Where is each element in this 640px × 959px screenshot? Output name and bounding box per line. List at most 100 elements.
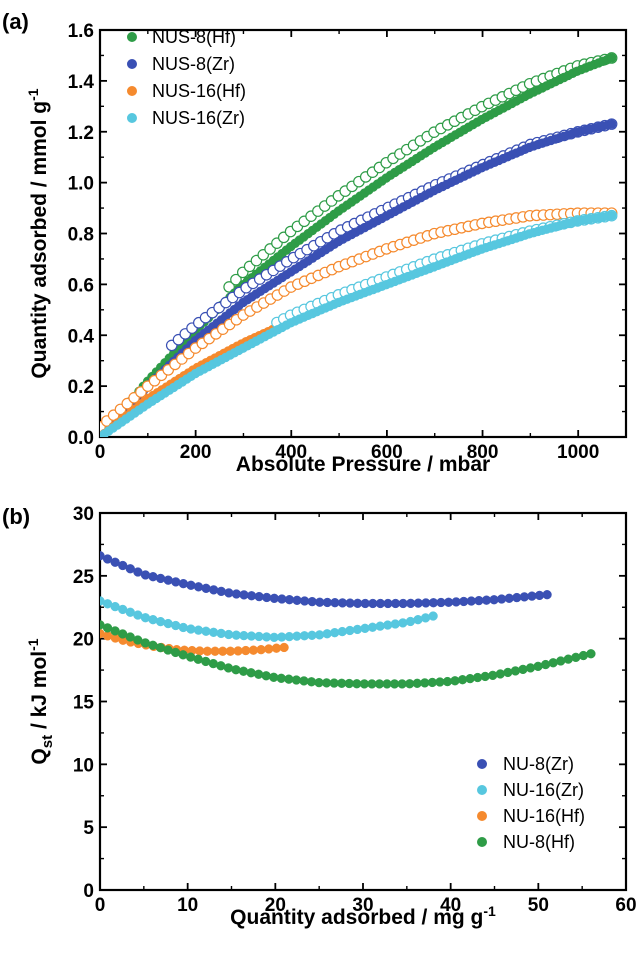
data-point [556, 656, 566, 666]
panel-a: 0 200 400 600 800 1000 0.0 0.2 0.4 0.6 0.8 1.0 1.2 1.… [2, 9, 628, 476]
y-tick-label-1-6: 1.6 [68, 21, 94, 42]
data-point [518, 664, 528, 675]
series-nus-16-hf [100, 207, 618, 437]
legend-label-nu-16-hf: NU-16(Hf) [503, 806, 585, 826]
data-point [178, 622, 188, 633]
data-point [186, 580, 196, 590]
x-tick-label-40: 40 [440, 895, 461, 916]
legend-label-nus-16-zr: NUS-16(Zr) [152, 108, 245, 128]
data-point [428, 611, 438, 621]
data-point [488, 670, 498, 681]
y-tick-label-0: 0 [83, 881, 94, 902]
x-tick-label-200: 200 [180, 442, 212, 463]
series-nus-8-zr [100, 118, 618, 437]
data-point [100, 628, 105, 639]
panel-label-a: (a) [2, 9, 29, 34]
y-axis-title-unit: / kJ mol [28, 651, 51, 735]
x-tick-label-1000: 1000 [557, 442, 599, 463]
legend-label-nus-8-hf: NUS-8(Hf) [152, 27, 236, 47]
data-point [525, 663, 536, 673]
series-nu-8-zr [100, 551, 552, 609]
y-tick-label-0-8: 0.8 [68, 225, 94, 246]
x-tick-label-50: 50 [528, 895, 549, 916]
x-axis-title-superscript: -1 [483, 903, 496, 919]
data-point [503, 667, 513, 678]
x-tick-label-0: 0 [95, 442, 106, 463]
legend-marker-nu-8-zr [477, 759, 487, 769]
data-point [216, 586, 226, 597]
legend-marker-nus-8-zr [127, 59, 137, 69]
series-nu-8-hf [100, 620, 596, 689]
x-tick-label-0: 0 [95, 895, 106, 916]
data-point [510, 666, 521, 676]
legend-label-nu-8-zr: NU-8(Zr) [503, 754, 574, 774]
y-axis-title: Qst / kJ mol-1 [25, 638, 56, 764]
data-point [548, 658, 558, 668]
data-point [193, 582, 204, 592]
data-point [140, 570, 151, 580]
data-point [223, 663, 234, 673]
legend-label-nus-16-hf: NUS-16(Hf) [152, 81, 246, 101]
y-axis-title: Quantity adsorbed / mmol g-1 [25, 88, 51, 378]
x-tick-label-10: 10 [177, 895, 198, 916]
data-point [279, 642, 289, 653]
y-axis-title-superscript: -1 [25, 88, 41, 101]
data-point [405, 616, 416, 627]
data-point [261, 671, 271, 681]
data-point [533, 661, 543, 672]
x-axis-title: Absolute Pressure / mbar [236, 453, 490, 476]
legend: NU-8(Zr) NU-16(Zr) NU-16(Hf) NU-8(Hf) [477, 754, 585, 852]
y-axis-title-subscript: st [39, 735, 56, 748]
y-tick-label-25: 25 [73, 567, 95, 588]
adsorption-point [606, 53, 617, 63]
data-point [542, 590, 552, 600]
desorption-point [230, 273, 242, 286]
adsorption-point [606, 119, 617, 129]
data-point [563, 654, 573, 664]
data-point [209, 585, 219, 595]
y-tick-label-10: 10 [73, 755, 94, 776]
data-point [540, 659, 551, 670]
series-nus-16-zr [100, 209, 618, 437]
y-axis-title-text: Quantity adsorbed / mmol g [28, 101, 51, 379]
x-axis-title: Quantity adsorbed / mg g-1 [230, 903, 496, 929]
data-point [103, 631, 113, 641]
y-tick-label-0: 0.0 [68, 428, 94, 449]
data-point [398, 618, 408, 628]
data-point [148, 572, 158, 582]
y-tick-label-1-2: 1.2 [68, 123, 94, 144]
x-tick-label-400: 400 [275, 442, 307, 463]
panel-b: 0 10 20 30 40 50 60 0 5 10 15 20 25 30 NU-8(Zr) NU-16(Z… [2, 504, 637, 929]
x-tick-label-600: 600 [371, 442, 403, 463]
data-point [420, 613, 431, 623]
markers-group [100, 551, 596, 689]
data-point [231, 665, 241, 675]
legend-label-nu-8-hf: NU-8(Hf) [503, 832, 575, 852]
legend-marker-nu-8-hf [477, 837, 487, 847]
legend-label-nu-16-zr: NU-16(Zr) [503, 780, 584, 800]
legend-marker-nus-8-hf [127, 32, 137, 42]
y-tick-label-15: 15 [73, 693, 95, 714]
legend-label-nus-8-zr: NUS-8(Zr) [152, 54, 235, 74]
y-tick-label-1-4: 1.4 [68, 72, 95, 93]
y-tick-label-1: 1.0 [68, 174, 94, 195]
x-tick-label-60: 60 [615, 895, 636, 916]
data-point [178, 578, 189, 589]
y-tick-label-30: 30 [73, 504, 94, 525]
data-point [246, 668, 256, 678]
legend: NUS-8(Hf) NUS-8(Zr) NUS-16(Hf) NUS-16(Zr) [127, 27, 246, 128]
y-tick-label-20: 20 [73, 630, 94, 651]
data-point [155, 573, 166, 584]
data-point [413, 615, 423, 625]
series-nu-16-zr [100, 596, 438, 642]
data-point [163, 575, 173, 585]
x-tick-label-20: 20 [265, 895, 286, 916]
data-point [495, 669, 505, 679]
legend-marker-nus-16-zr [127, 113, 137, 123]
data-point [171, 577, 181, 587]
x-tick-label-800: 800 [467, 442, 499, 463]
x-axis-title-text: Quantity adsorbed / mg g [230, 906, 483, 929]
panel-label-b: (b) [2, 504, 30, 529]
y-axis-title-superscript: -1 [25, 638, 41, 651]
